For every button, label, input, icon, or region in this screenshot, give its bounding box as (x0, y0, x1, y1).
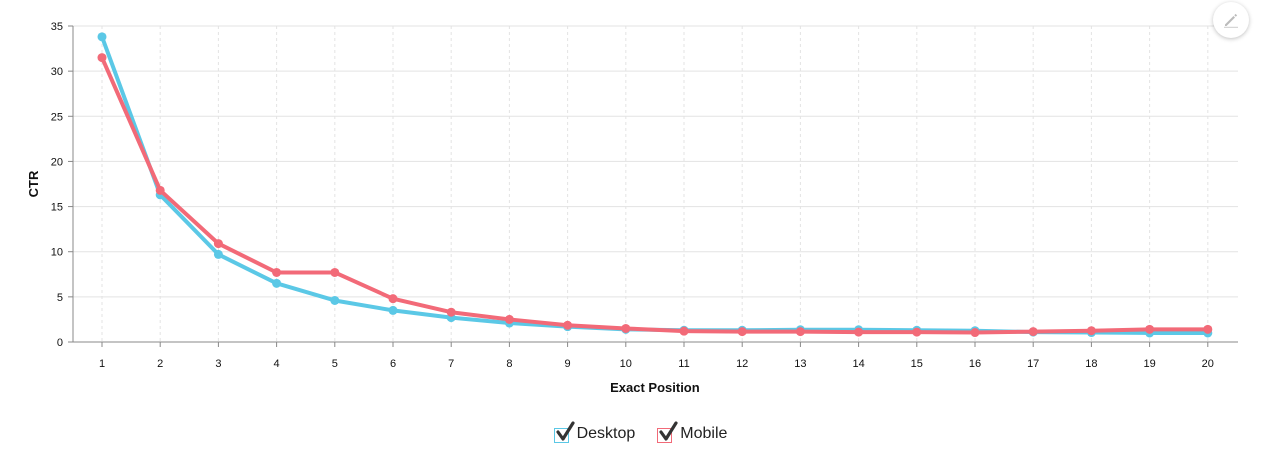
edit-chart-button[interactable] (1213, 2, 1249, 38)
data-point (388, 294, 398, 304)
y-tick-label: 0 (57, 337, 63, 349)
x-tick-label: 9 (565, 358, 571, 370)
y-tick-label: 5 (57, 292, 63, 304)
data-point (388, 305, 398, 315)
data-point (213, 239, 223, 249)
data-point (330, 267, 340, 277)
data-point (504, 314, 514, 324)
data-point (854, 327, 864, 337)
checkbox-icon[interactable] (553, 421, 575, 444)
data-point (621, 323, 631, 333)
x-tick-label: 17 (1027, 358, 1039, 370)
pencil-icon (1224, 13, 1238, 28)
data-point (1086, 326, 1096, 336)
x-tick-label: 3 (215, 358, 221, 370)
x-tick-label: 13 (794, 358, 806, 370)
y-axis-title: CTR (26, 170, 41, 197)
x-tick-label: 1 (99, 358, 105, 370)
x-tick-label: 8 (506, 358, 512, 370)
x-tick-label: 5 (332, 358, 338, 370)
x-tick-label: 12 (736, 358, 748, 370)
data-point (1145, 324, 1155, 334)
grid-lines (73, 25, 1238, 342)
x-tick-label: 4 (274, 358, 280, 370)
checkbox-icon[interactable] (657, 421, 678, 444)
data-point (330, 295, 340, 305)
data-point (912, 327, 922, 337)
chart-legend: Desktop Mobile (0, 421, 1281, 444)
data-point (213, 249, 223, 259)
series-layer (97, 32, 1213, 338)
x-tick-label: 20 (1202, 358, 1214, 370)
y-tick-label: 30 (51, 66, 63, 78)
x-tick-label: 11 (678, 358, 689, 370)
data-point (737, 327, 747, 337)
data-point (155, 185, 165, 195)
legend-label: Mobile (680, 425, 728, 442)
x-tick-label: 7 (448, 358, 454, 370)
x-tick-label: 6 (390, 358, 396, 370)
data-point (272, 267, 282, 277)
x-tick-label: 2 (157, 358, 163, 370)
data-point (1203, 324, 1213, 334)
series-desktop (97, 32, 1213, 338)
data-point (97, 32, 107, 42)
y-tick-label: 25 (51, 111, 63, 123)
y-tick-label: 15 (51, 202, 63, 214)
y-tick-label: 35 (51, 21, 63, 33)
series-line-mobile (100, 55, 1210, 335)
x-tick-label: 10 (620, 358, 632, 370)
x-axis-title: Exact Position (610, 380, 700, 395)
data-point (97, 53, 107, 63)
legend-item-mobile[interactable]: Mobile (657, 421, 728, 444)
x-tick-label: 14 (852, 358, 864, 370)
data-point (970, 328, 980, 338)
legend-label: Desktop (576, 425, 636, 442)
series-line-desktop (100, 34, 1210, 335)
legend-item-desktop[interactable]: Desktop (553, 421, 636, 444)
data-point (272, 278, 282, 288)
data-point (679, 326, 689, 336)
y-tick-label: 10 (51, 247, 63, 259)
data-point (1028, 327, 1038, 337)
series-mobile (97, 53, 1213, 338)
x-tick-label: 19 (1143, 358, 1155, 370)
y-tick-label: 20 (51, 156, 63, 168)
x-tick-label: 15 (911, 358, 923, 370)
x-tick-label: 18 (1085, 358, 1097, 370)
data-point (795, 327, 805, 337)
data-point (446, 307, 456, 317)
x-tick-label: 16 (969, 358, 981, 370)
data-point (563, 320, 573, 330)
